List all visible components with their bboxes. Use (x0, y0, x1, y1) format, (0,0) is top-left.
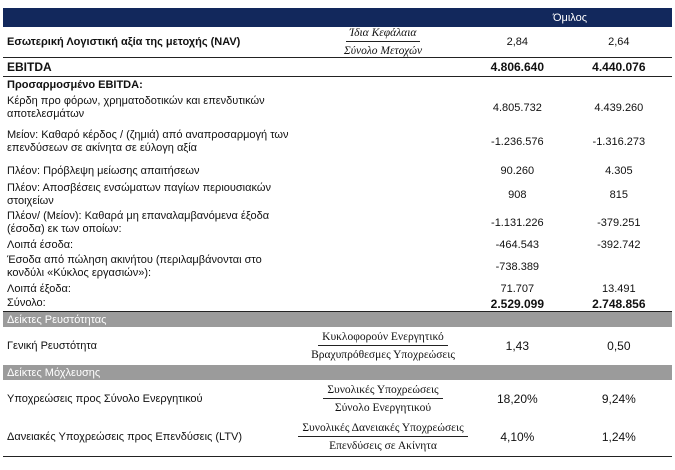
value-col2: 9,24% (601, 392, 636, 406)
value-col1: 2.529.099 (490, 296, 545, 311)
value-col1: 18,20% (496, 392, 538, 406)
value-col2: 2,64 (608, 36, 630, 48)
value-col2: 815 (609, 189, 629, 201)
value-col2: 2.748.856 (592, 296, 646, 311)
table-row: Μείον: Καθαρό κέρδος / (ζημιά) από αναπρ… (3, 124, 672, 160)
ratio-row: Υποχρεώσεις προς Σύνολο Ενεργητικού Συνο… (3, 380, 672, 418)
row-label: Γενική Ρευστότητα (7, 339, 97, 352)
formula: Ίδια Κεφάλαια Σύνολο Μετοχών (344, 27, 422, 57)
value-col1: 1,43 (505, 339, 530, 353)
denominator: Βραχυπρόθεσμες Υποχρεώσεις (311, 349, 455, 361)
ratio-row: Δανειακές Υποχρεώσεις προς Επενδύσεις (L… (3, 418, 672, 456)
denominator: Σύνολο Ενεργητικού (334, 402, 432, 414)
ebitda-row: EBITDA 4.806.640 4.440.076 (3, 58, 672, 77)
liquidity-section-header: Δείκτες Ρευστότητας (3, 312, 672, 327)
table-row: Κέρδη προ φόρων, χρηματοδοτικών και επεν… (3, 92, 672, 124)
row-label: Πλέον: Πρόβλεψη μείωσης απαιτήσεων (7, 164, 200, 177)
denominator: Επενδύσεις σε Ακίνητα (329, 440, 437, 452)
ratio-row: Γενική Ρευστότητα Κυκλοφορούν Ενεργητικό… (3, 327, 672, 365)
numerator: Συνολικές Δανειακές Υποχρεώσεις (298, 422, 468, 437)
value-col2: 4.439.260 (594, 102, 644, 114)
numerator: Ίδια Κεφάλαια (345, 27, 421, 42)
value-col1: 90.260 (500, 165, 535, 177)
row-label: Κέρδη προ φόρων, χρηματοδοτικών και επεν… (7, 95, 265, 120)
adjusted-ebitda-title: Προσαρμοσμένο EBITDA: (3, 78, 672, 92)
value-col2: 0,50 (607, 339, 631, 353)
value-col2: 4.440.076 (592, 60, 646, 74)
row-label: Μείον: Καθαρό κέρδος / (ζημιά) από αναπρ… (7, 129, 289, 154)
financial-ratios-table: Όμιλος Εσωτερική Λογιστική αξία της μετο… (3, 8, 672, 457)
nav-row: Εσωτερική Λογιστική αξία της μετοχής (NA… (3, 27, 672, 58)
formula: Συνολικές Δανειακές Υποχρεώσεις Επενδύσει… (298, 422, 468, 452)
row-label: Λοιπά έσοδα: (7, 238, 74, 251)
row-label: Υποχρεώσεις προς Σύνολο Ενεργητικού (7, 392, 203, 405)
row-label: Έσοδα από πώληση ακινήτου (περιλαμβάνοντ… (7, 254, 262, 279)
table-row: Πλέον/ (Μείον): Καθαρά μη επαναλαμβανόμε… (3, 208, 672, 238)
denominator: Σύνολο Μετοχών (343, 45, 423, 57)
row-label: Λοιπά έξοδα: (7, 282, 71, 295)
row-label: Εσωτερική Λογιστική αξία της μετοχής (NA… (7, 35, 241, 48)
numerator: Κυκλοφορούν Ενεργητικό (318, 331, 448, 346)
value-col1: -738.389 (495, 261, 540, 273)
value-col2: 4.305 (605, 165, 633, 177)
table-row: Πλέον: Πρόβλεψη μείωσης απαιτήσεων 90.26… (3, 160, 672, 182)
row-label: EBITDA (7, 59, 52, 74)
leverage-section-header: Δείκτες Μόχλευσης (3, 365, 672, 380)
value-col1: 908 (508, 189, 527, 201)
value-col1: -1.236.576 (491, 136, 544, 148)
row-label: Σύνολο: (7, 297, 46, 309)
value-col1: 4.806.640 (490, 60, 545, 74)
numerator: Συνολικές Υποχρεώσεις (323, 384, 443, 399)
value-col2: -1.316.273 (592, 136, 646, 148)
group-column-header: Όμιλος (552, 11, 588, 24)
value-col2: 13.491 (602, 283, 636, 295)
value-col2: -392.742 (597, 239, 641, 251)
table-row: Λοιπά έξοδα: 71.707 13.491 (3, 282, 672, 296)
table-row: Πλέον: Αποσβέσεις ενσώματων παγίων περιο… (3, 182, 672, 208)
value-col1: 71.707 (500, 283, 535, 295)
formula: Κυκλοφορούν Ενεργητικό Βραχυπρόθεσμες Υπο… (311, 331, 455, 361)
row-label: Πλέον/ (Μείον): Καθαρά μη επαναλαμβανόμε… (7, 210, 270, 235)
value-col1: -1.131.226 (491, 217, 544, 229)
formula: Συνολικές Υποχρεώσεις Σύνολο Ενεργητικού (323, 384, 443, 414)
row-label: Πλέον: Αποσβέσεις ενσώματων παγίων περιο… (7, 182, 271, 207)
total-row: Σύνολο: 2.529.099 2.748.856 (3, 296, 672, 312)
value-col1: 4,10% (500, 430, 535, 444)
table-row: Έσοδα από πώληση ακινήτου (περιλαμβάνοντ… (3, 252, 672, 282)
value-col1: -464.543 (495, 239, 540, 251)
header-bar: Όμιλος (3, 8, 672, 27)
value-col1: 4.805.732 (492, 102, 542, 114)
value-col2: 1,24% (601, 430, 636, 444)
section-title: Προσαρμοσμένο EBITDA: (7, 78, 143, 91)
table-row: Λοιπά έσοδα: -464.543 -392.742 (3, 238, 672, 252)
value-col1: 2,84 (506, 36, 529, 48)
row-label: Δανειακές Υποχρεώσεις προς Επενδύσεις (L… (7, 430, 243, 443)
value-col2: -379.251 (597, 217, 641, 229)
